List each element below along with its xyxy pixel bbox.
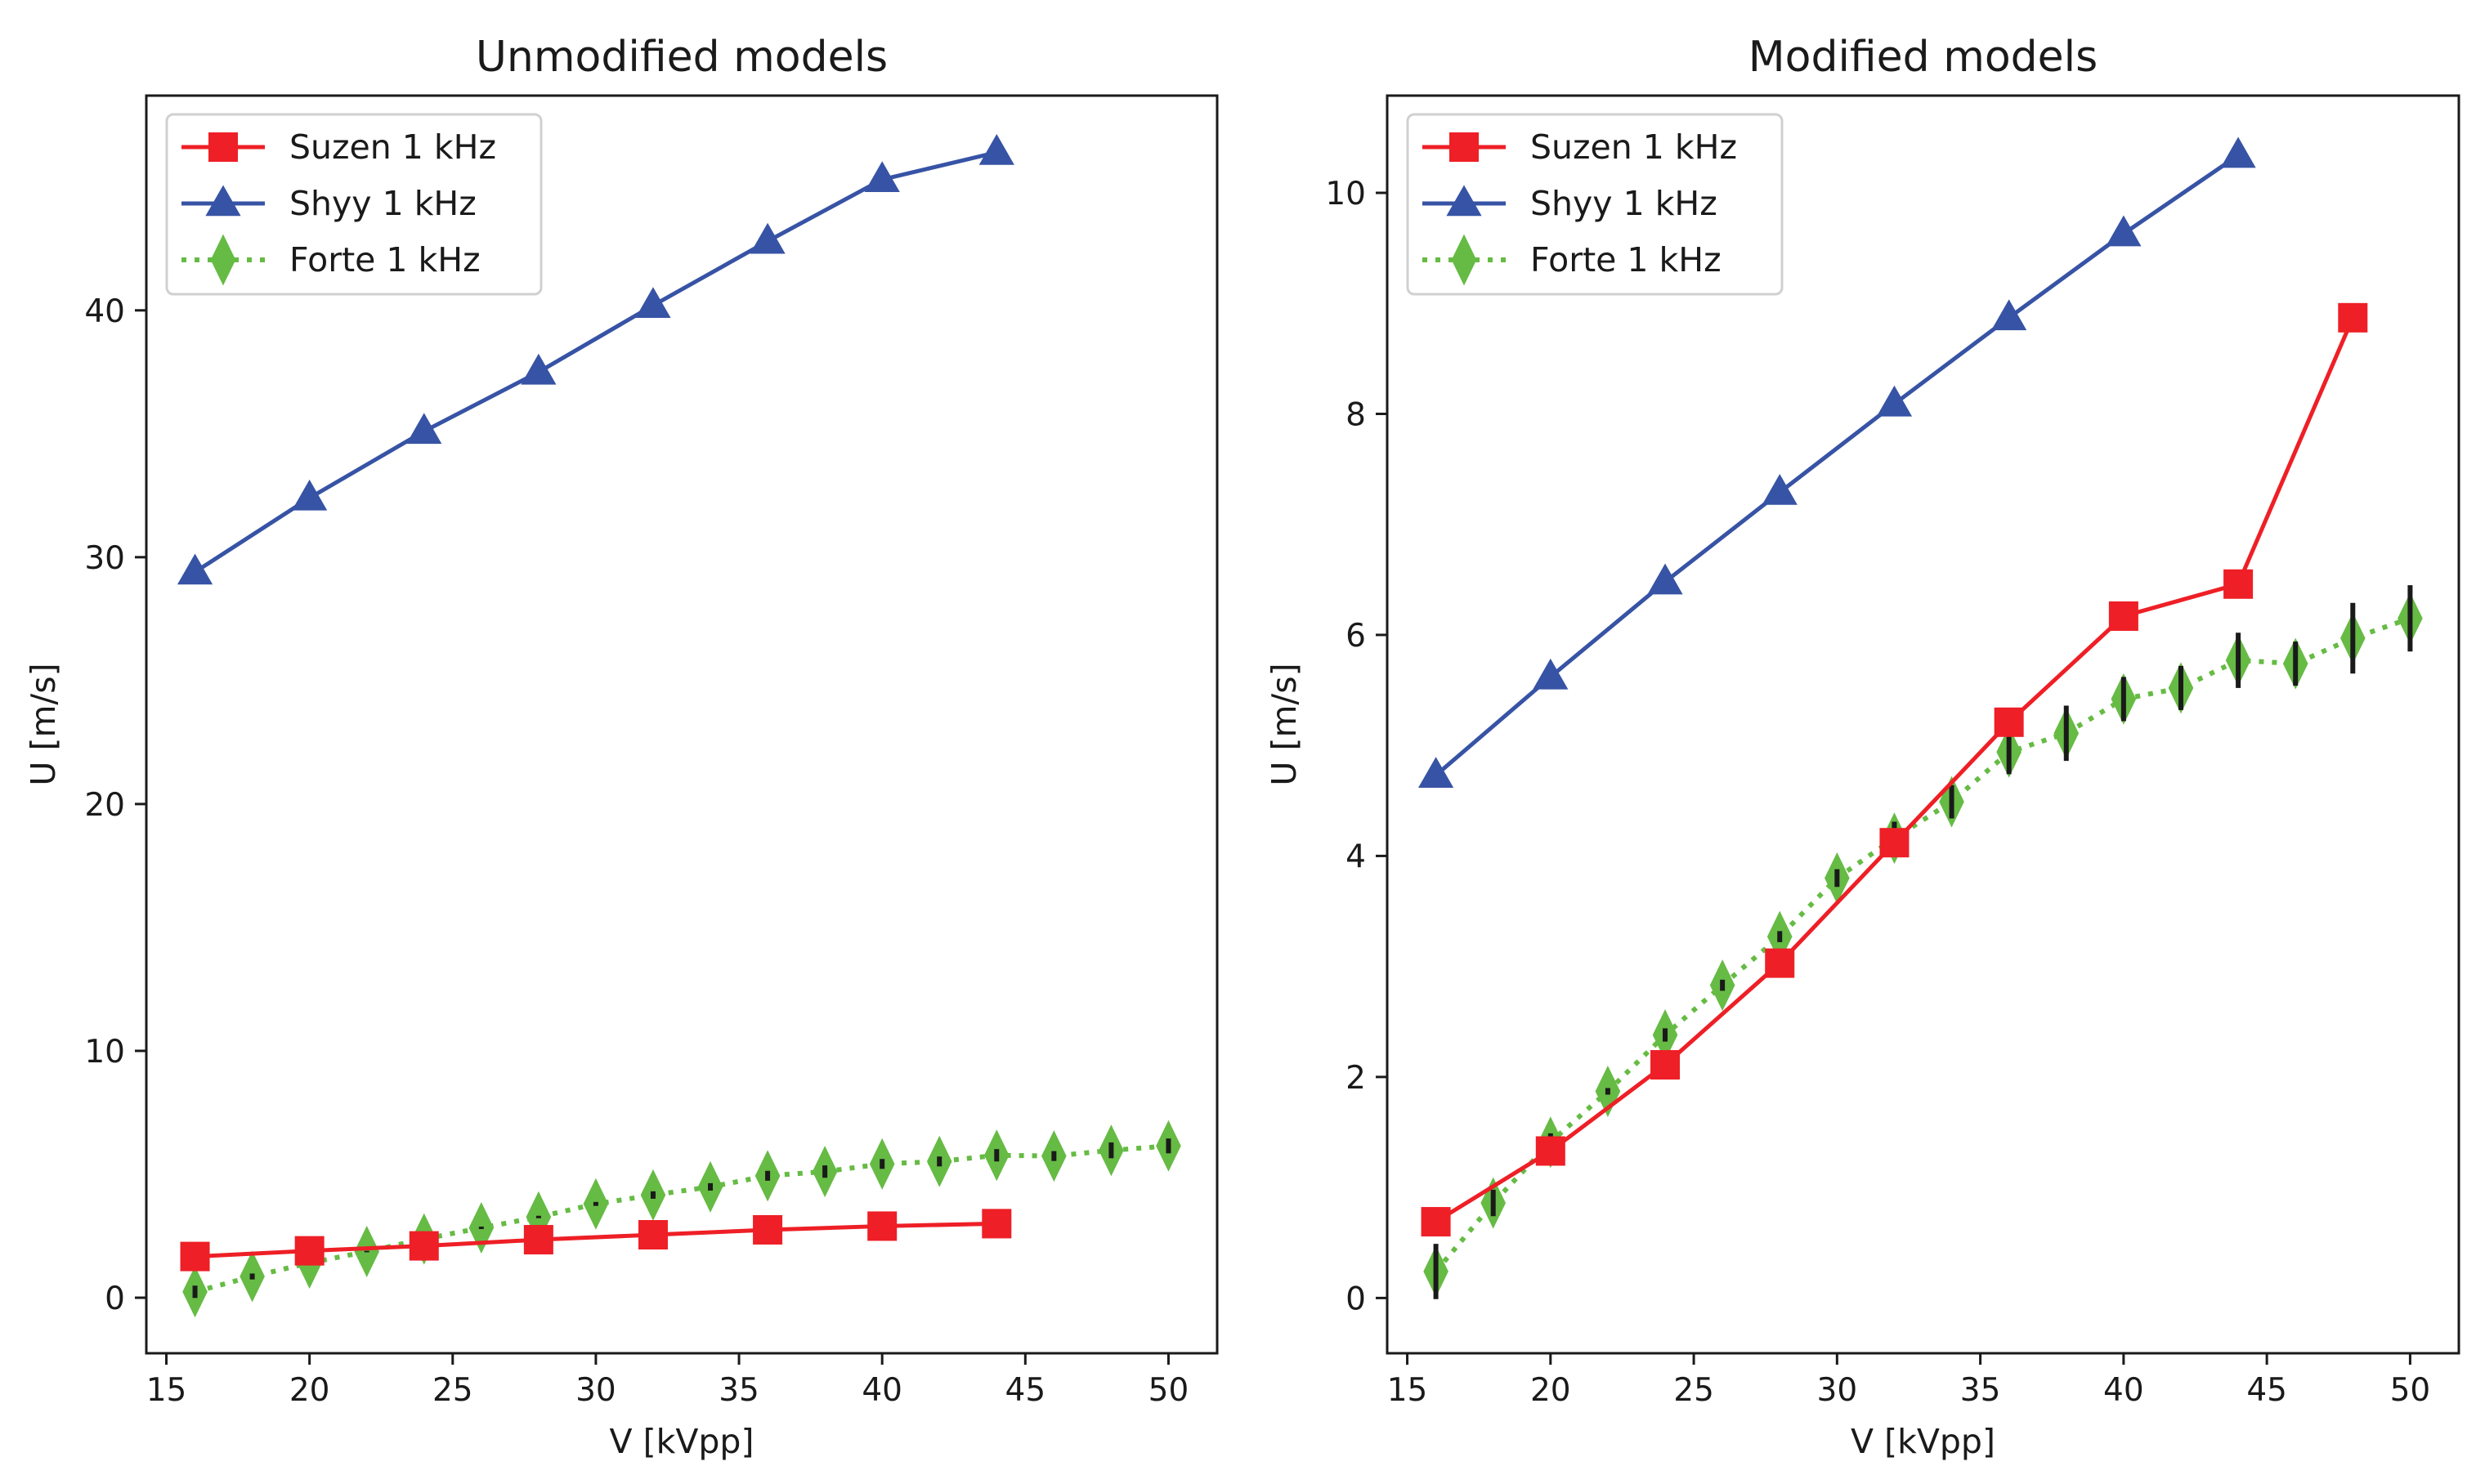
triangle-marker bbox=[521, 353, 557, 385]
diamond-marker bbox=[1451, 234, 1477, 286]
x-tick-label: 45 bbox=[2246, 1372, 2287, 1409]
x-tick-label: 45 bbox=[1005, 1372, 1046, 1409]
legend-label: Suzen 1 kHz bbox=[1530, 127, 1737, 167]
triangle-marker bbox=[1446, 185, 1482, 217]
square-marker bbox=[753, 1214, 783, 1245]
legend-box bbox=[1406, 113, 1784, 296]
y-tick-label: 4 bbox=[1345, 838, 1366, 875]
square-marker bbox=[409, 1231, 439, 1261]
y-tick-label: 6 bbox=[1345, 618, 1366, 655]
x-tick-label: 30 bbox=[575, 1372, 616, 1409]
y-tick-label: 0 bbox=[105, 1281, 125, 1317]
square-marker bbox=[2108, 601, 2138, 631]
square-marker bbox=[1994, 707, 2024, 737]
y-tick-label: 10 bbox=[84, 1034, 125, 1071]
square-marker bbox=[1421, 1207, 1451, 1237]
square-marker bbox=[523, 1225, 553, 1255]
y-tick-label: 10 bbox=[1325, 176, 1366, 212]
legend: Suzen 1 kHz Shyy 1 kHz Forte 1 kHz bbox=[1406, 113, 1784, 296]
series-suzen bbox=[180, 1209, 1012, 1272]
x-tick-label: 20 bbox=[1530, 1372, 1571, 1409]
legend-label: Shyy 1 kHz bbox=[289, 184, 477, 223]
diamond-marker bbox=[210, 234, 236, 286]
legend-label: Shyy 1 kHz bbox=[1530, 184, 1717, 223]
triangle-marker bbox=[1647, 563, 1683, 595]
triangle-marker bbox=[750, 222, 786, 254]
triangle-marker bbox=[205, 185, 241, 217]
square-marker bbox=[867, 1211, 898, 1241]
triangle-marker bbox=[635, 287, 671, 319]
square-marker bbox=[1879, 828, 1910, 858]
x-tick-label: 30 bbox=[1817, 1372, 1858, 1409]
triangle-marker bbox=[2220, 136, 2256, 168]
chart-title: Unmodified models bbox=[476, 33, 888, 82]
legend-label: Forte 1 kHz bbox=[289, 240, 481, 279]
y-tick-label: 2 bbox=[1345, 1060, 1366, 1097]
square-marker bbox=[1535, 1136, 1565, 1166]
x-tick-label: 40 bbox=[862, 1372, 902, 1409]
x-tick-label: 25 bbox=[1673, 1372, 1714, 1409]
triangle-marker bbox=[1876, 385, 1913, 417]
x-tick-label: 15 bbox=[146, 1372, 187, 1409]
triangle-marker bbox=[1991, 299, 2027, 331]
x-tick-label: 25 bbox=[432, 1372, 473, 1409]
triangle-marker bbox=[1762, 474, 1798, 505]
axes-frame bbox=[145, 94, 1219, 1355]
triangle-marker bbox=[406, 413, 442, 445]
x-tick-label: 15 bbox=[1387, 1372, 1428, 1409]
series-suzen bbox=[1421, 302, 2368, 1237]
x-tick-label: 20 bbox=[289, 1372, 330, 1409]
series-forte bbox=[1423, 585, 2423, 1299]
x-tick-label: 50 bbox=[2390, 1372, 2431, 1409]
subplot-unmodified: Unmodified models 15 20 25 30 35 40 45 50 0 10 20 30… bbox=[24, 33, 1219, 1461]
square-marker bbox=[2223, 569, 2254, 599]
x-axis-label: V [kVpp] bbox=[1851, 1422, 1995, 1461]
chart-title: Modified models bbox=[1748, 33, 2098, 82]
legend-box bbox=[165, 113, 543, 296]
square-marker bbox=[180, 1241, 210, 1272]
square-marker bbox=[1449, 132, 1479, 162]
series-line bbox=[194, 1143, 1169, 1294]
y-tick-label: 8 bbox=[1345, 396, 1366, 433]
y-tick-label: 30 bbox=[84, 540, 125, 577]
y-tick-label: 0 bbox=[1345, 1281, 1366, 1317]
square-marker bbox=[2338, 302, 2368, 333]
series-line bbox=[195, 1221, 997, 1259]
triangle-marker bbox=[1417, 757, 1454, 789]
series-shyy bbox=[177, 133, 1014, 585]
x-tick-label: 35 bbox=[1960, 1372, 2001, 1409]
legend-label: Suzen 1 kHz bbox=[289, 127, 496, 167]
y-axis-label: U [m/s] bbox=[24, 663, 63, 785]
series-forte bbox=[182, 1120, 1181, 1318]
triangle-marker bbox=[2106, 215, 2142, 247]
x-tick-label: 40 bbox=[2103, 1372, 2144, 1409]
subplot-modified: Modified models 15 20 25 30 35 40 45 50 0 2 4 6 8 10 V … bbox=[1265, 33, 2460, 1461]
triangle-marker bbox=[864, 161, 900, 193]
triangle-marker bbox=[177, 553, 213, 585]
series-line bbox=[1434, 615, 2411, 1273]
x-tick-label: 35 bbox=[719, 1372, 759, 1409]
triangle-marker bbox=[292, 479, 328, 511]
y-tick-label: 40 bbox=[84, 293, 125, 330]
square-marker bbox=[1650, 1050, 1681, 1080]
triangle-marker bbox=[1533, 658, 1569, 690]
series-line bbox=[194, 150, 997, 574]
legend: Suzen 1 kHz Shyy 1 kHz Forte 1 kHz bbox=[165, 113, 543, 296]
square-marker bbox=[982, 1209, 1012, 1239]
x-tick-label: 50 bbox=[1148, 1372, 1189, 1409]
legend-label: Forte 1 kHz bbox=[1530, 240, 1722, 279]
x-axis-label: V [kVpp] bbox=[610, 1422, 754, 1461]
series-line bbox=[1434, 153, 2240, 777]
square-marker bbox=[638, 1220, 668, 1250]
axes-frame bbox=[1386, 94, 2460, 1355]
y-tick-label: 20 bbox=[84, 787, 125, 824]
square-marker bbox=[208, 132, 238, 162]
series-shyy bbox=[1417, 136, 2256, 789]
triangle-marker bbox=[978, 133, 1014, 165]
series-line bbox=[1435, 316, 2355, 1224]
square-marker bbox=[294, 1236, 325, 1266]
square-marker bbox=[1765, 948, 1795, 978]
y-axis-label: U [m/s] bbox=[1265, 663, 1304, 785]
